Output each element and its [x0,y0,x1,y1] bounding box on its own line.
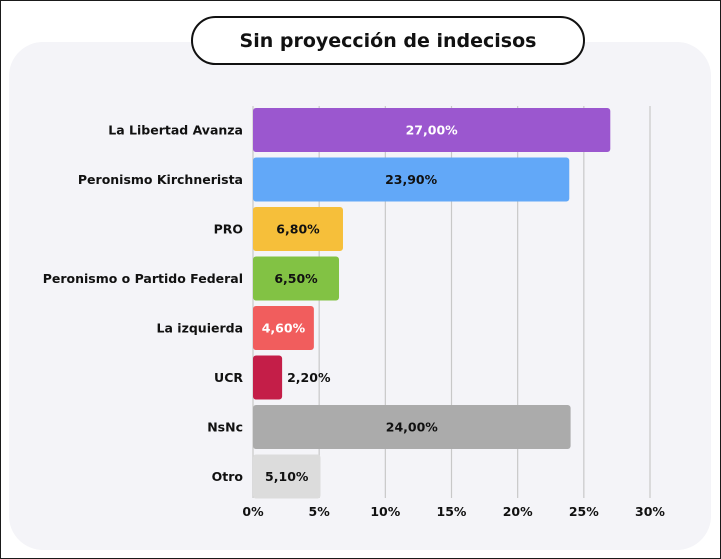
value-label: 6,50% [274,271,318,286]
bar [253,108,611,152]
x-tick-label: 20% [503,504,533,519]
x-tick-label: 10% [370,504,400,519]
chart-title: Sin proyección de indecisos [191,16,585,65]
value-label: 23,90% [385,172,438,187]
category-label: PRO [214,222,243,237]
category-label: La Libertad Avanza [108,123,243,138]
bar [253,306,314,350]
bars [253,108,611,499]
x-tick-label: 15% [437,504,467,519]
category-label: NsNc [207,420,243,435]
value-label: 24,00% [386,420,439,435]
bar [253,355,283,400]
x-tick-label: 25% [569,504,599,519]
value-label: 5,10% [265,469,309,484]
bar [253,256,340,301]
bar [253,157,570,202]
category-label: UCR [214,370,243,385]
bar [253,207,343,251]
value-label: 4,60% [262,321,306,336]
bar [253,454,321,499]
category-label: La izquierda [157,321,243,336]
x-tick-label: 5% [309,504,331,519]
labels: 0% 5% 10% 15% 20% 25% 30% La Libertad Avanza 27,… [43,123,666,520]
value-label: 2,20% [287,370,331,385]
x-tick-label: 0% [242,504,264,519]
value-label: 6,80% [276,222,320,237]
x-tick-label: 30% [635,504,665,519]
category-label: Peronismo o Partido Federal [43,271,243,286]
value-label: 27,00% [406,123,459,138]
bar [253,405,571,449]
category-label: Peronismo Kirchnerista [78,172,243,187]
category-label: Otro [212,469,244,484]
